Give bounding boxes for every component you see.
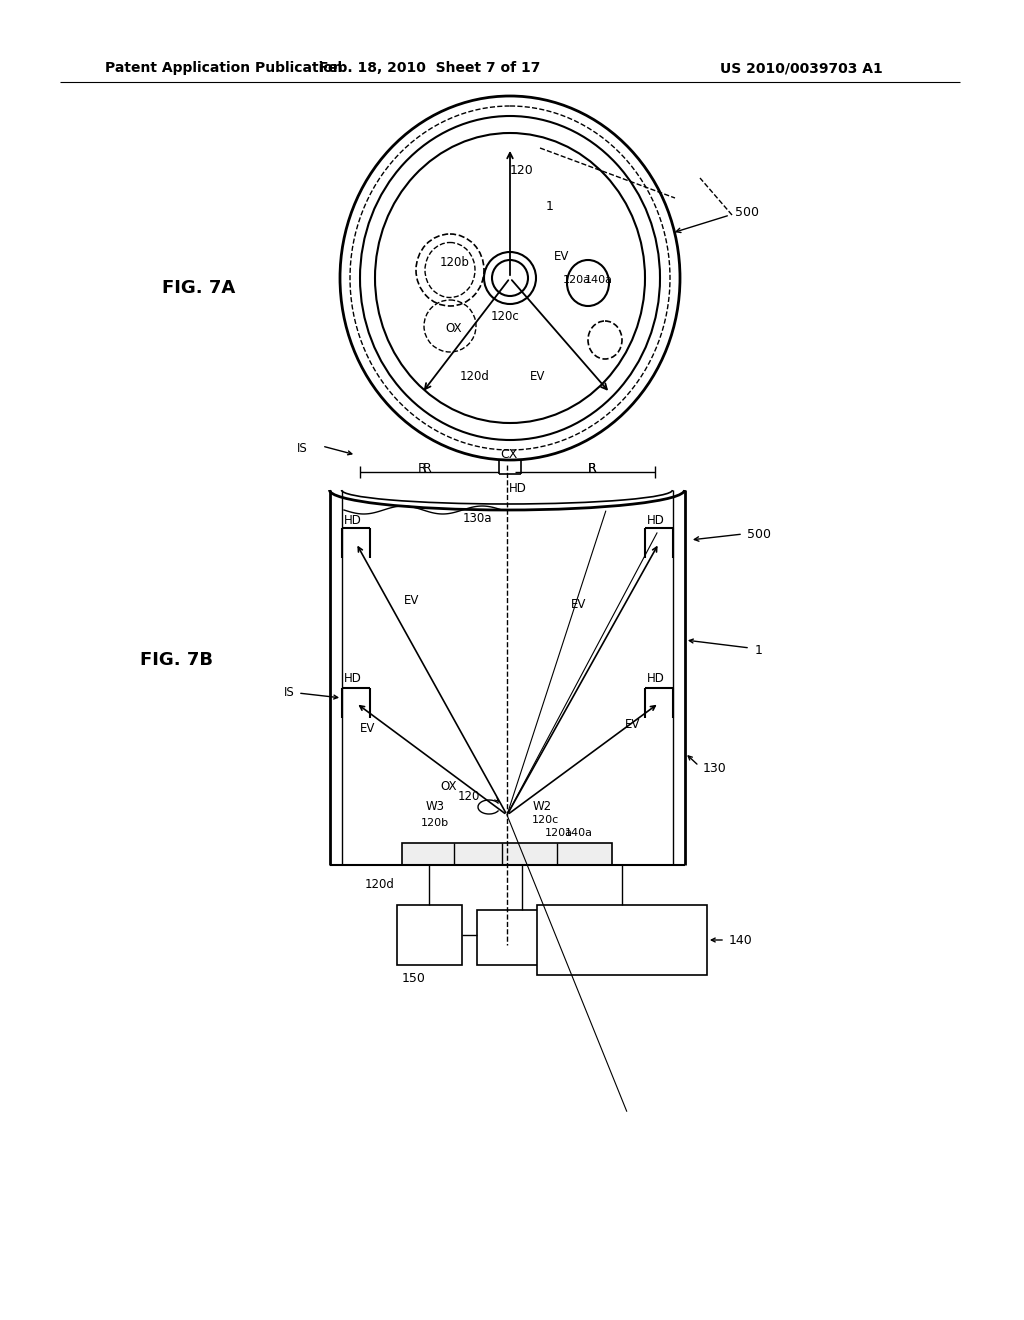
Text: 120c: 120c: [490, 309, 519, 322]
Text: R: R: [588, 462, 596, 474]
Text: 140: 140: [729, 933, 753, 946]
Text: EV: EV: [530, 370, 546, 383]
Text: R: R: [423, 462, 431, 474]
Text: HD: HD: [647, 513, 665, 527]
Text: 1: 1: [755, 644, 763, 656]
Text: IS: IS: [297, 441, 308, 454]
Ellipse shape: [492, 260, 528, 296]
FancyBboxPatch shape: [477, 909, 567, 965]
Ellipse shape: [567, 260, 609, 306]
FancyBboxPatch shape: [537, 906, 707, 975]
Text: 500: 500: [746, 528, 771, 541]
Text: 140a: 140a: [565, 828, 593, 838]
Text: 120: 120: [510, 164, 534, 177]
Text: Feb. 18, 2010  Sheet 7 of 17: Feb. 18, 2010 Sheet 7 of 17: [319, 61, 541, 75]
Text: 120: 120: [458, 791, 480, 804]
Text: 120b: 120b: [440, 256, 470, 269]
Text: W3: W3: [426, 800, 444, 813]
Text: FIG. 7B: FIG. 7B: [140, 651, 213, 669]
Text: 140a: 140a: [585, 275, 613, 285]
Text: 150: 150: [402, 973, 426, 986]
Text: Patent Application Publication: Patent Application Publication: [105, 61, 343, 75]
Text: US 2010/0039703 A1: US 2010/0039703 A1: [720, 61, 883, 75]
Text: OX: OX: [440, 780, 458, 793]
FancyBboxPatch shape: [397, 906, 462, 965]
Text: EV: EV: [626, 718, 641, 731]
Text: 130: 130: [703, 762, 727, 775]
Text: 500: 500: [735, 206, 759, 219]
Text: HD: HD: [647, 672, 665, 685]
Text: 120d: 120d: [366, 879, 395, 891]
Text: R: R: [418, 462, 426, 474]
Text: 130a: 130a: [462, 511, 492, 524]
Text: IS: IS: [285, 686, 295, 700]
Text: 1: 1: [546, 199, 554, 213]
Text: EV: EV: [554, 249, 569, 263]
FancyBboxPatch shape: [402, 843, 612, 865]
Text: W2: W2: [532, 800, 552, 813]
Ellipse shape: [484, 252, 536, 304]
Text: 120b: 120b: [421, 818, 450, 828]
Text: HD: HD: [344, 513, 361, 527]
Text: 120a: 120a: [545, 828, 573, 838]
Text: HD: HD: [509, 482, 527, 495]
Text: R: R: [588, 462, 596, 474]
Text: 120d: 120d: [460, 370, 489, 383]
Text: EV: EV: [404, 594, 420, 606]
Text: EV: EV: [360, 722, 376, 734]
Text: FIG. 7A: FIG. 7A: [162, 279, 236, 297]
Text: 120a: 120a: [563, 275, 591, 285]
Text: OX: OX: [445, 322, 462, 335]
Text: 120c: 120c: [531, 814, 559, 825]
Text: EV: EV: [571, 598, 587, 611]
Text: HD: HD: [344, 672, 361, 685]
Text: CX: CX: [501, 449, 518, 462]
